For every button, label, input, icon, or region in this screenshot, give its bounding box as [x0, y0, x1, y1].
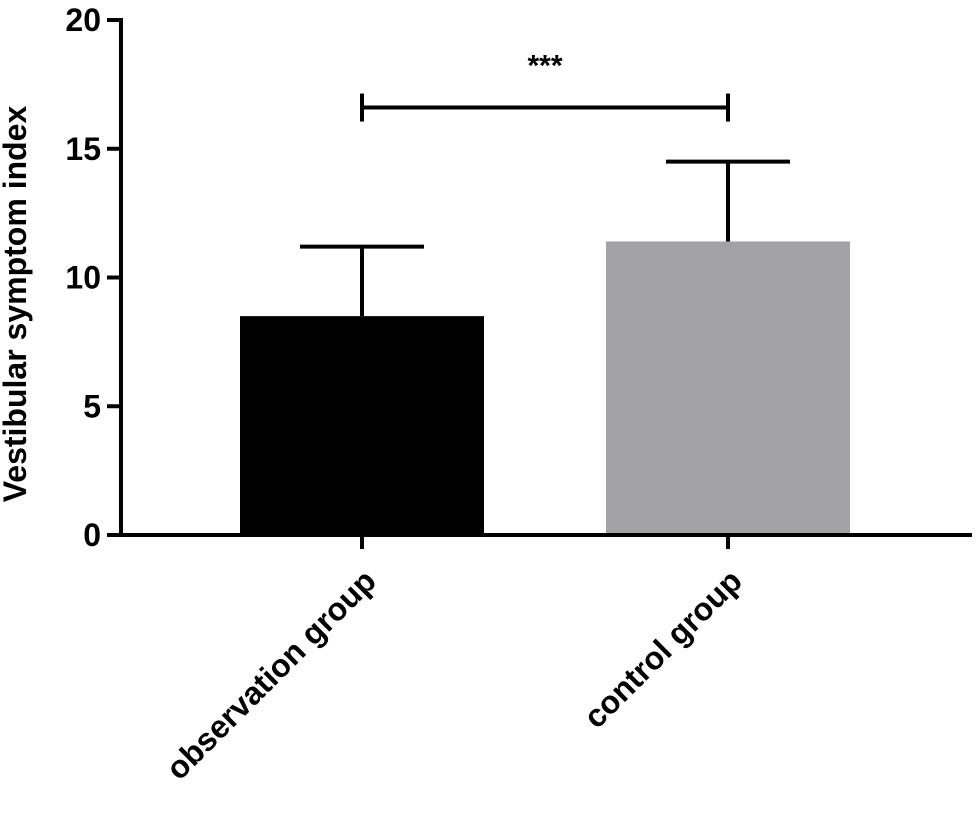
y-tick-label-15: 15	[65, 131, 101, 167]
y-tick-label-20: 20	[65, 2, 101, 38]
significance-label: ***	[527, 50, 562, 83]
y-tick-label-5: 5	[83, 388, 101, 424]
bar-1	[606, 241, 850, 535]
y-axis-label: Vestibular symptom index	[0, 106, 33, 503]
y-tick-label-0: 0	[83, 517, 101, 553]
x-category-label-0: observation group	[159, 562, 383, 786]
chart-marks: 0 5 10 15 20 observation group control group **…	[65, 2, 972, 787]
y-tick-label-10: 10	[65, 260, 101, 296]
bar-0	[240, 316, 484, 535]
x-category-label-1: control group	[576, 562, 749, 735]
